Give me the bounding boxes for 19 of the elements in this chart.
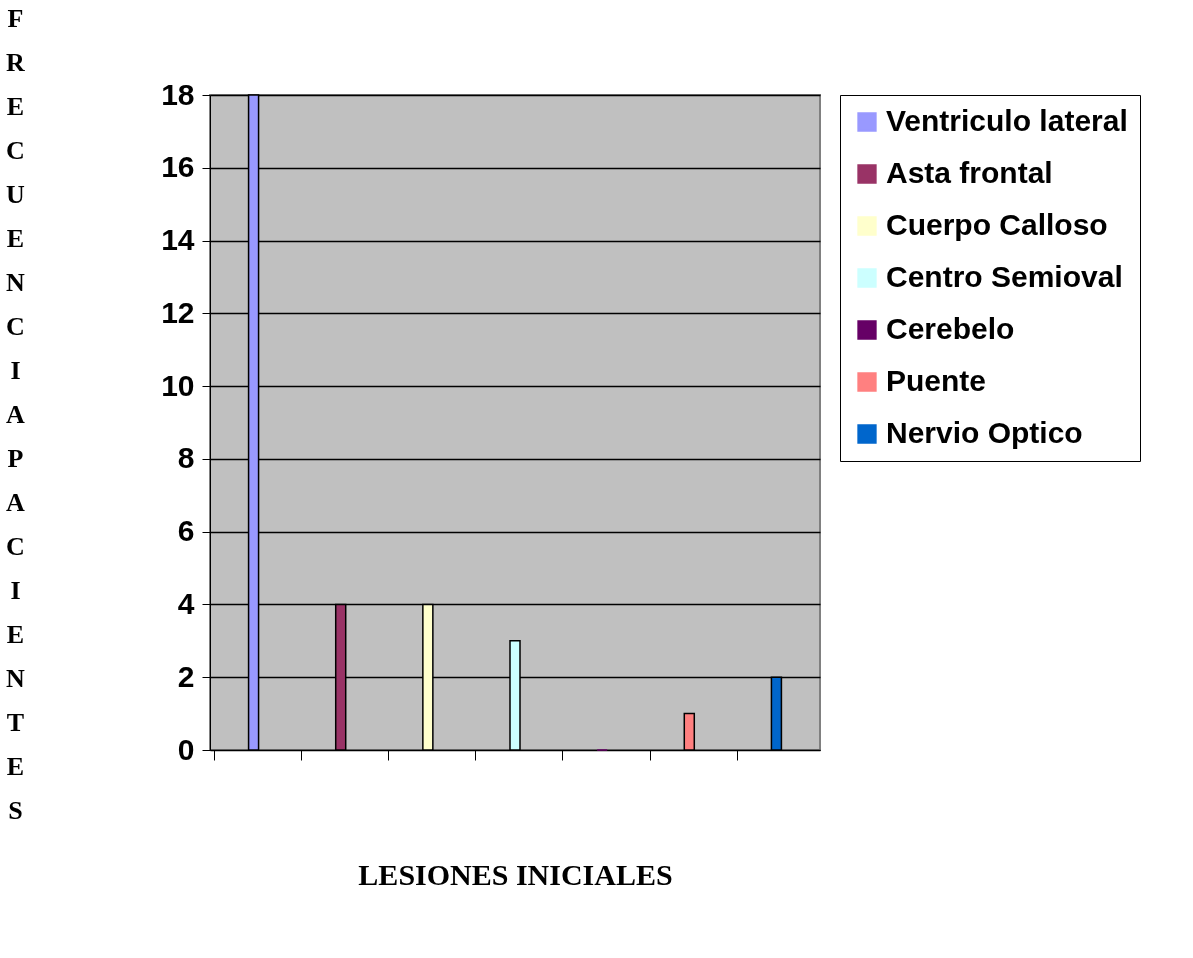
legend-label: Asta frontal: [886, 156, 1053, 189]
legend-label: Cerebelo: [886, 312, 1015, 345]
y-tick-label: 6: [177, 514, 195, 548]
x-axis-title: LESIONES INICIALES: [358, 858, 673, 891]
y-tick-label: 18: [161, 77, 195, 111]
legend-label: Puente: [886, 364, 987, 397]
y-tick-label: 4: [177, 586, 195, 620]
y-tick-label: 2: [177, 659, 195, 693]
y-tick-label: 16: [161, 150, 195, 184]
legend-label: Nervio Optico: [886, 416, 1083, 449]
legend-label: Centro Semioval: [886, 260, 1123, 293]
legend-label: Cuerpo Calloso: [886, 208, 1108, 241]
y-tick-label: 12: [161, 295, 195, 329]
y-tick-label: 14: [161, 223, 195, 257]
y-tick-label: 8: [177, 441, 195, 475]
text: FRECUENCIA PACIENTES: [6, 3, 25, 825]
y-tick-label: 10: [161, 368, 195, 402]
y-tick-label: 0: [177, 732, 195, 766]
legend-label: Ventriculo lateral: [886, 104, 1128, 137]
